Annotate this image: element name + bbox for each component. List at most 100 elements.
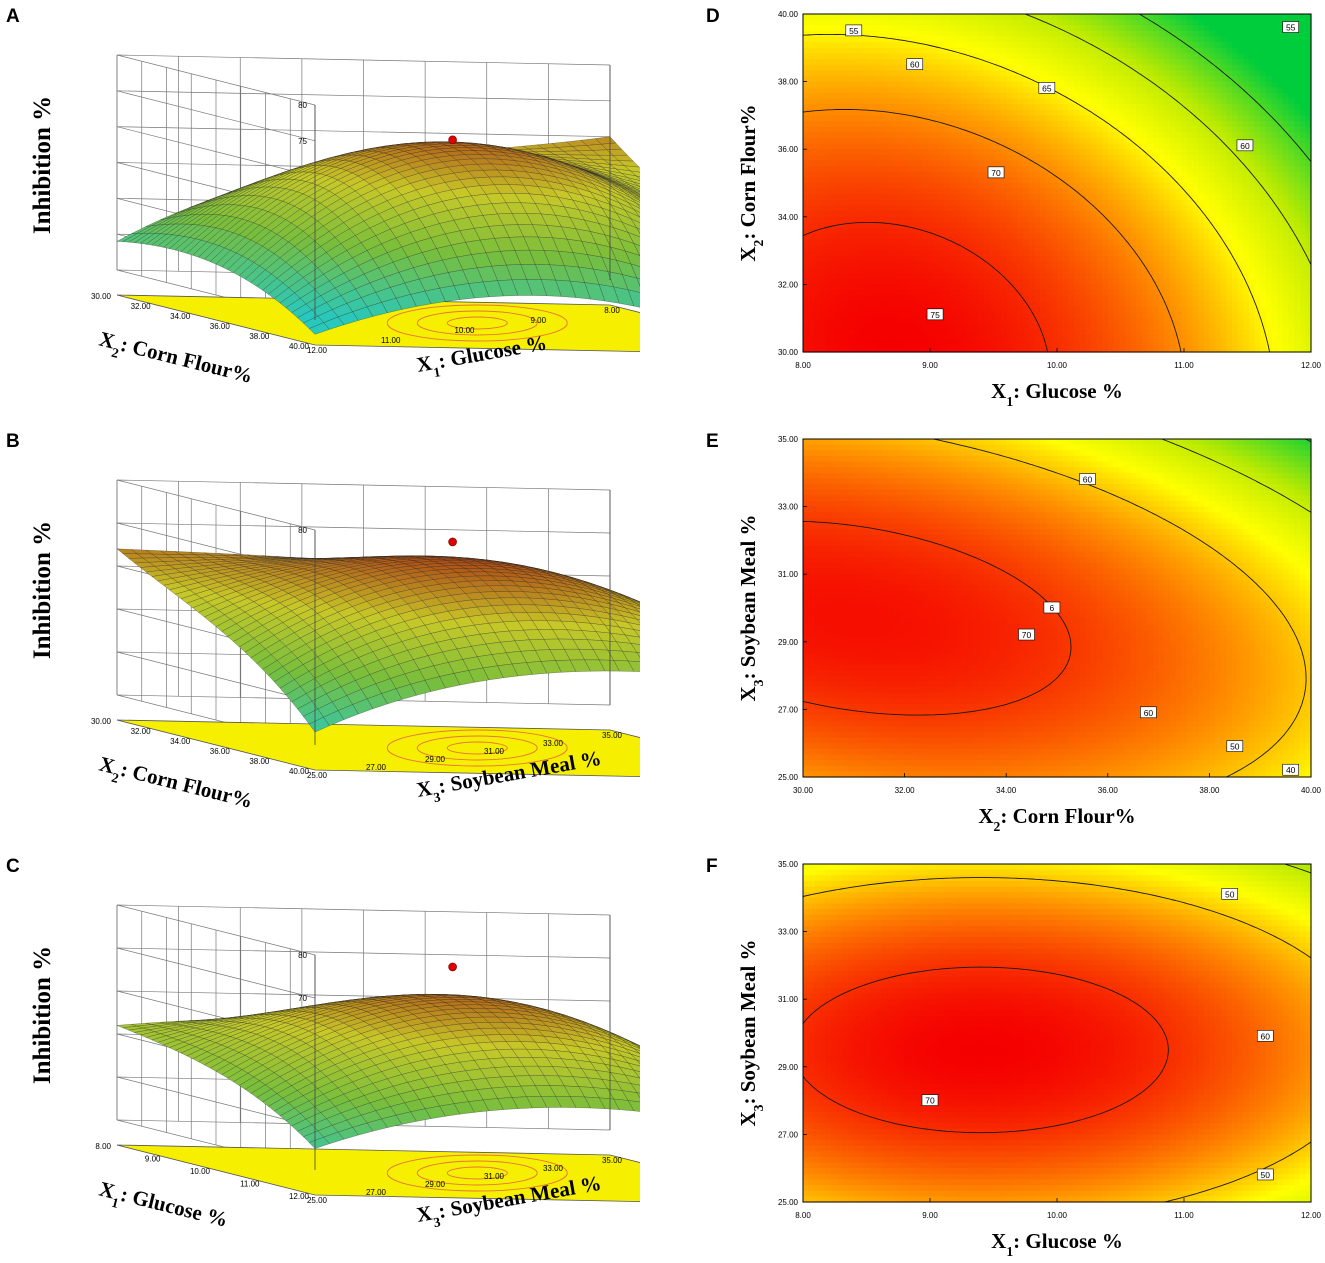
heatmap-cell bbox=[887, 75, 894, 83]
heatmap-cell bbox=[1169, 59, 1177, 66]
heatmap-cell bbox=[893, 30, 900, 38]
y-tick-label: 40.00 bbox=[289, 767, 310, 776]
heatmap-cell bbox=[1152, 75, 1160, 83]
y-tick-label: 11.00 bbox=[240, 1180, 260, 1189]
heatmap-cell bbox=[1040, 42, 1047, 49]
heatmap-cell bbox=[1260, 47, 1267, 55]
heatmap-cell bbox=[938, 81, 945, 88]
heatmap-cell bbox=[1248, 30, 1256, 38]
heatmap-cell bbox=[915, 36, 923, 43]
heatmap-cell bbox=[1051, 53, 1058, 60]
heatmap-cell bbox=[882, 59, 889, 66]
heatmap-cell bbox=[994, 19, 1002, 26]
heatmap-cell bbox=[1260, 87, 1267, 94]
heatmap-cell bbox=[1017, 75, 1024, 83]
heatmap-cell bbox=[882, 25, 889, 32]
heatmap-cell bbox=[1209, 30, 1216, 38]
heatmap-cell bbox=[1000, 42, 1007, 49]
heatmap-cell bbox=[1181, 53, 1188, 60]
heatmap-cell bbox=[882, 30, 889, 38]
heatmap-cell bbox=[1085, 36, 1092, 43]
y-tick-label: 30.00 bbox=[91, 717, 112, 726]
surface-facet bbox=[636, 652, 640, 658]
heatmap-cell bbox=[1090, 64, 1098, 71]
heatmap-cell bbox=[915, 53, 923, 60]
heatmap-cell bbox=[910, 36, 917, 43]
heatmap-cell bbox=[1203, 14, 1210, 21]
heatmap-cell bbox=[1085, 47, 1092, 55]
heatmap-cell bbox=[1141, 53, 1148, 60]
heatmap-cell bbox=[882, 92, 889, 100]
heatmap-cell bbox=[1073, 81, 1081, 88]
heatmap-cell bbox=[904, 36, 911, 43]
heatmap-cell bbox=[803, 70, 810, 77]
heatmap-cell bbox=[989, 42, 996, 49]
heatmap-cell bbox=[1006, 87, 1013, 94]
heatmap-cell bbox=[1254, 53, 1261, 60]
heatmap-cell bbox=[1119, 87, 1126, 94]
heatmap-cell bbox=[938, 53, 945, 60]
heatmap-cell bbox=[1051, 42, 1058, 49]
heatmap-cell bbox=[1119, 92, 1126, 100]
heatmap-cell bbox=[1028, 59, 1036, 66]
heatmap-cell bbox=[972, 47, 979, 55]
heatmap-cell bbox=[983, 47, 990, 55]
heatmap-cell bbox=[961, 25, 968, 32]
heatmap-cell bbox=[1124, 42, 1131, 49]
heatmap-cell bbox=[1051, 70, 1058, 77]
heatmap-cell bbox=[1169, 19, 1177, 26]
heatmap-cell bbox=[803, 42, 810, 49]
heatmap-cell bbox=[1226, 30, 1233, 38]
heatmap-cell bbox=[1040, 25, 1047, 32]
heatmap-cell bbox=[910, 25, 917, 32]
surface-facet bbox=[627, 602, 640, 610]
heatmap-cell bbox=[1254, 75, 1261, 83]
heatmap-cell bbox=[1079, 59, 1086, 66]
heatmap-cell bbox=[1294, 81, 1301, 88]
heatmap-cell bbox=[1226, 42, 1233, 49]
heatmap-cell bbox=[853, 75, 861, 83]
heatmap-cell bbox=[825, 92, 832, 100]
heatmap-cell bbox=[853, 47, 861, 55]
heatmap-cell bbox=[1299, 42, 1306, 49]
heatmap-cell bbox=[1062, 14, 1069, 21]
heatmap-cell bbox=[1011, 30, 1019, 38]
heatmap-cell bbox=[1243, 87, 1250, 94]
heatmap-cell bbox=[814, 19, 821, 26]
heatmap-cell bbox=[848, 47, 855, 55]
heatmap-cell bbox=[1068, 64, 1075, 71]
heatmap-cell bbox=[904, 42, 911, 49]
heatmap-cell bbox=[1085, 30, 1092, 38]
heatmap-cell bbox=[1051, 64, 1058, 71]
heatmap-cell bbox=[983, 42, 990, 49]
heatmap-cell bbox=[977, 14, 985, 21]
surface-facet bbox=[621, 615, 640, 626]
heatmap-cell bbox=[870, 19, 877, 26]
heatmap-cell bbox=[814, 75, 821, 83]
heatmap-cell bbox=[1260, 64, 1267, 71]
heatmap-cell bbox=[966, 92, 973, 100]
heatmap-cell bbox=[1028, 70, 1036, 77]
heatmap-cell bbox=[1169, 75, 1177, 83]
heatmap-cell bbox=[853, 81, 861, 88]
heatmap-cell bbox=[1288, 14, 1295, 21]
heatmap-cell bbox=[1028, 36, 1036, 43]
heatmap-cell bbox=[825, 75, 832, 83]
heatmap-cell bbox=[887, 47, 894, 55]
heatmap-cell bbox=[1124, 70, 1131, 77]
heatmap-cell bbox=[1294, 87, 1301, 94]
heatmap-cell bbox=[1215, 81, 1222, 88]
x-tick-label: 29.00 bbox=[425, 1180, 446, 1189]
heatmap-cell bbox=[898, 64, 906, 71]
heatmap-cell bbox=[910, 42, 917, 49]
surface-facet bbox=[624, 1038, 640, 1047]
heatmap-cell bbox=[1248, 75, 1256, 83]
heatmap-cell bbox=[1158, 25, 1165, 32]
heatmap-cell bbox=[876, 14, 883, 21]
heatmap-cell bbox=[803, 92, 810, 100]
response-surface bbox=[116, 136, 640, 335]
heatmap-cell bbox=[949, 53, 956, 60]
heatmap-cell bbox=[944, 19, 951, 26]
surface-facet bbox=[630, 185, 640, 191]
heatmap-cell bbox=[1294, 30, 1301, 38]
